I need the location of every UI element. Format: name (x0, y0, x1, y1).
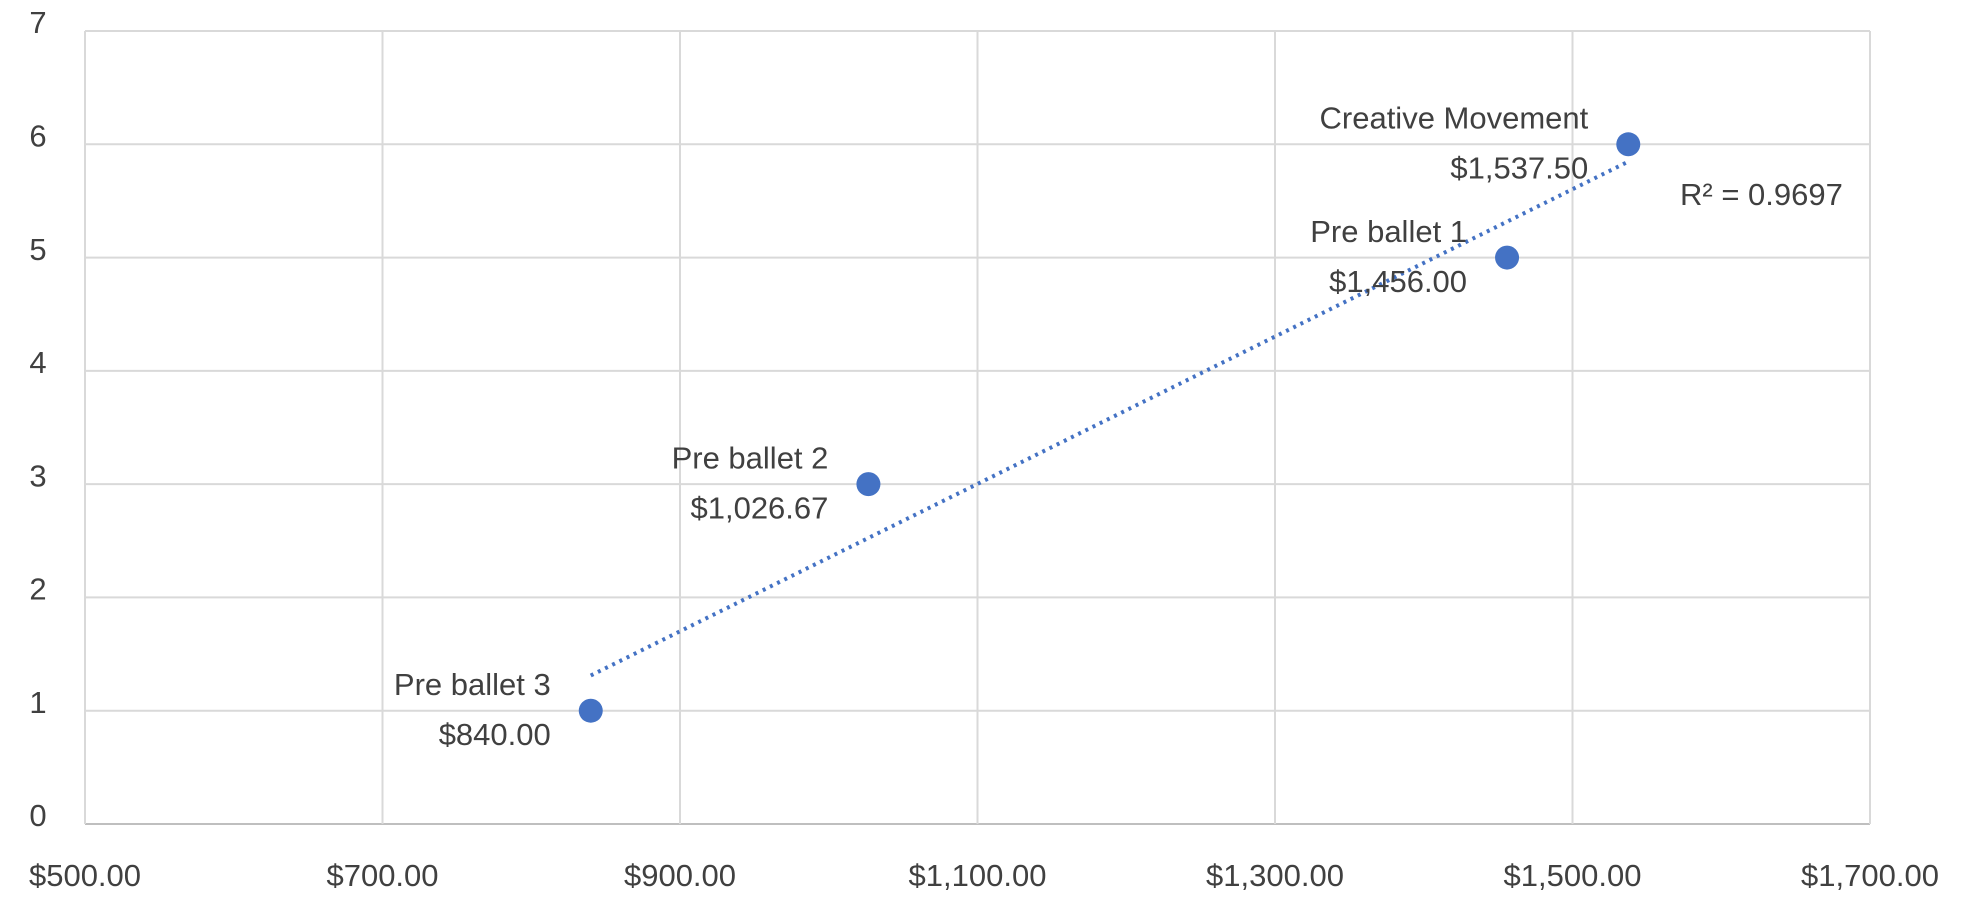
y-tick-label: 0 (29, 798, 46, 833)
r-squared: R² = 0.9697 (1680, 177, 1843, 212)
y-tick-label: 2 (29, 572, 46, 607)
point-value-label: $840.00 (439, 717, 551, 752)
point (856, 472, 881, 497)
point-name: Pre ballet 1 (1310, 214, 1467, 249)
trendline (589, 159, 1630, 678)
x-tick-label: $1,700.00 (1801, 858, 1939, 893)
point (578, 698, 603, 723)
x-tick-label: $700.00 (326, 858, 438, 893)
y-tick-label: 6 (29, 118, 46, 153)
x-tick-label: $1,500.00 (1504, 858, 1642, 893)
x-tick-label: $500.00 (29, 858, 141, 893)
point-value-label: $1,026.67 (690, 490, 828, 525)
point-name: Pre ballet 3 (394, 667, 551, 702)
x-tick-label: $900.00 (624, 858, 736, 893)
point (1495, 245, 1520, 270)
y-tick-label: 7 (29, 5, 46, 40)
point-value-label: $1,537.50 (1450, 150, 1588, 185)
y-tick-label: 5 (29, 232, 46, 267)
y-tick-label: 1 (29, 685, 46, 720)
point-name: Creative Movement (1320, 100, 1589, 135)
y-tick-label: 4 (29, 345, 46, 380)
x-tick-label: $1,300.00 (1206, 858, 1344, 893)
point-value-label: $1,456.00 (1329, 264, 1467, 299)
point (1616, 132, 1641, 157)
y-tick-label: 3 (29, 458, 46, 493)
x-tick-label: $1,100.00 (909, 858, 1047, 893)
point-name: Pre ballet 2 (672, 440, 829, 475)
